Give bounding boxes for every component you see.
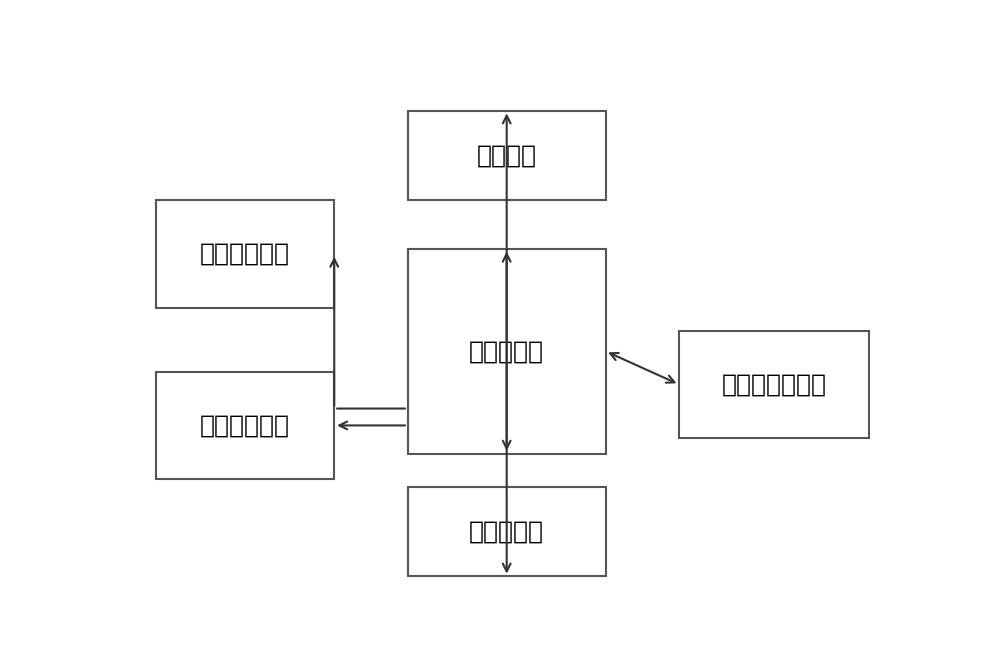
Bar — [156, 372, 334, 479]
Text: 第一电子屏幕: 第一电子屏幕 — [200, 242, 290, 266]
Bar — [156, 200, 334, 308]
Text: 加热装置: 加热装置 — [477, 144, 537, 168]
Bar — [408, 487, 606, 577]
Bar — [679, 331, 869, 438]
Text: 第一输入装置: 第一输入装置 — [200, 414, 290, 438]
Bar — [408, 110, 606, 200]
Text: 第一控制器: 第一控制器 — [469, 339, 544, 363]
Text: 第一温度传感器: 第一温度传感器 — [722, 372, 827, 396]
Bar — [408, 249, 606, 454]
Text: 第一存储器: 第一存储器 — [469, 519, 544, 544]
